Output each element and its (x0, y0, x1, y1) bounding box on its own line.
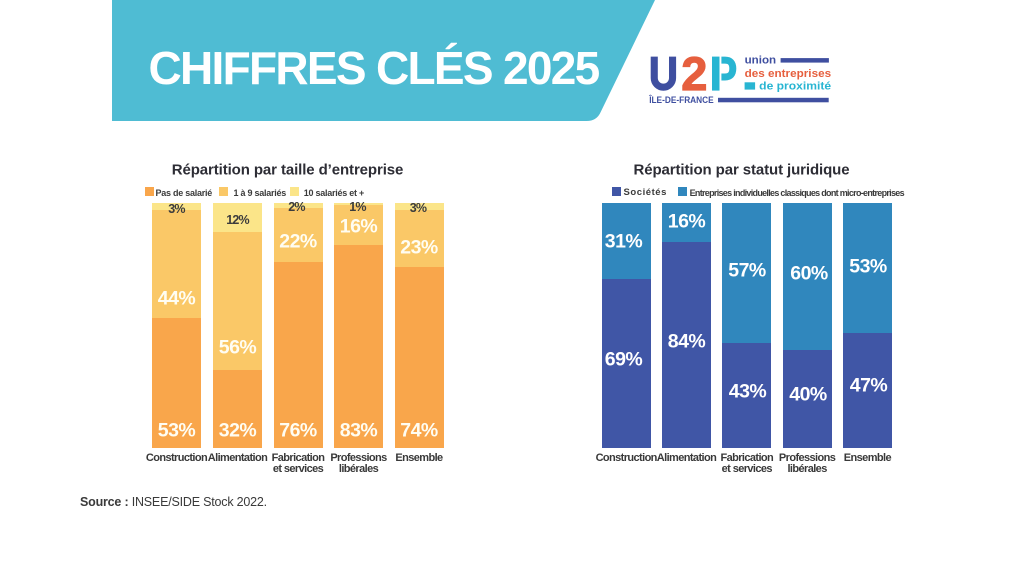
svg-text:union: union (745, 55, 777, 67)
svg-text:ÎLE-DE-FRANCE: ÎLE-DE-FRANCE (648, 94, 713, 105)
svg-text:des entreprises: des entreprises (745, 68, 832, 80)
svg-text:2: 2 (681, 50, 707, 100)
svg-text:de proximité: de proximité (759, 81, 831, 93)
